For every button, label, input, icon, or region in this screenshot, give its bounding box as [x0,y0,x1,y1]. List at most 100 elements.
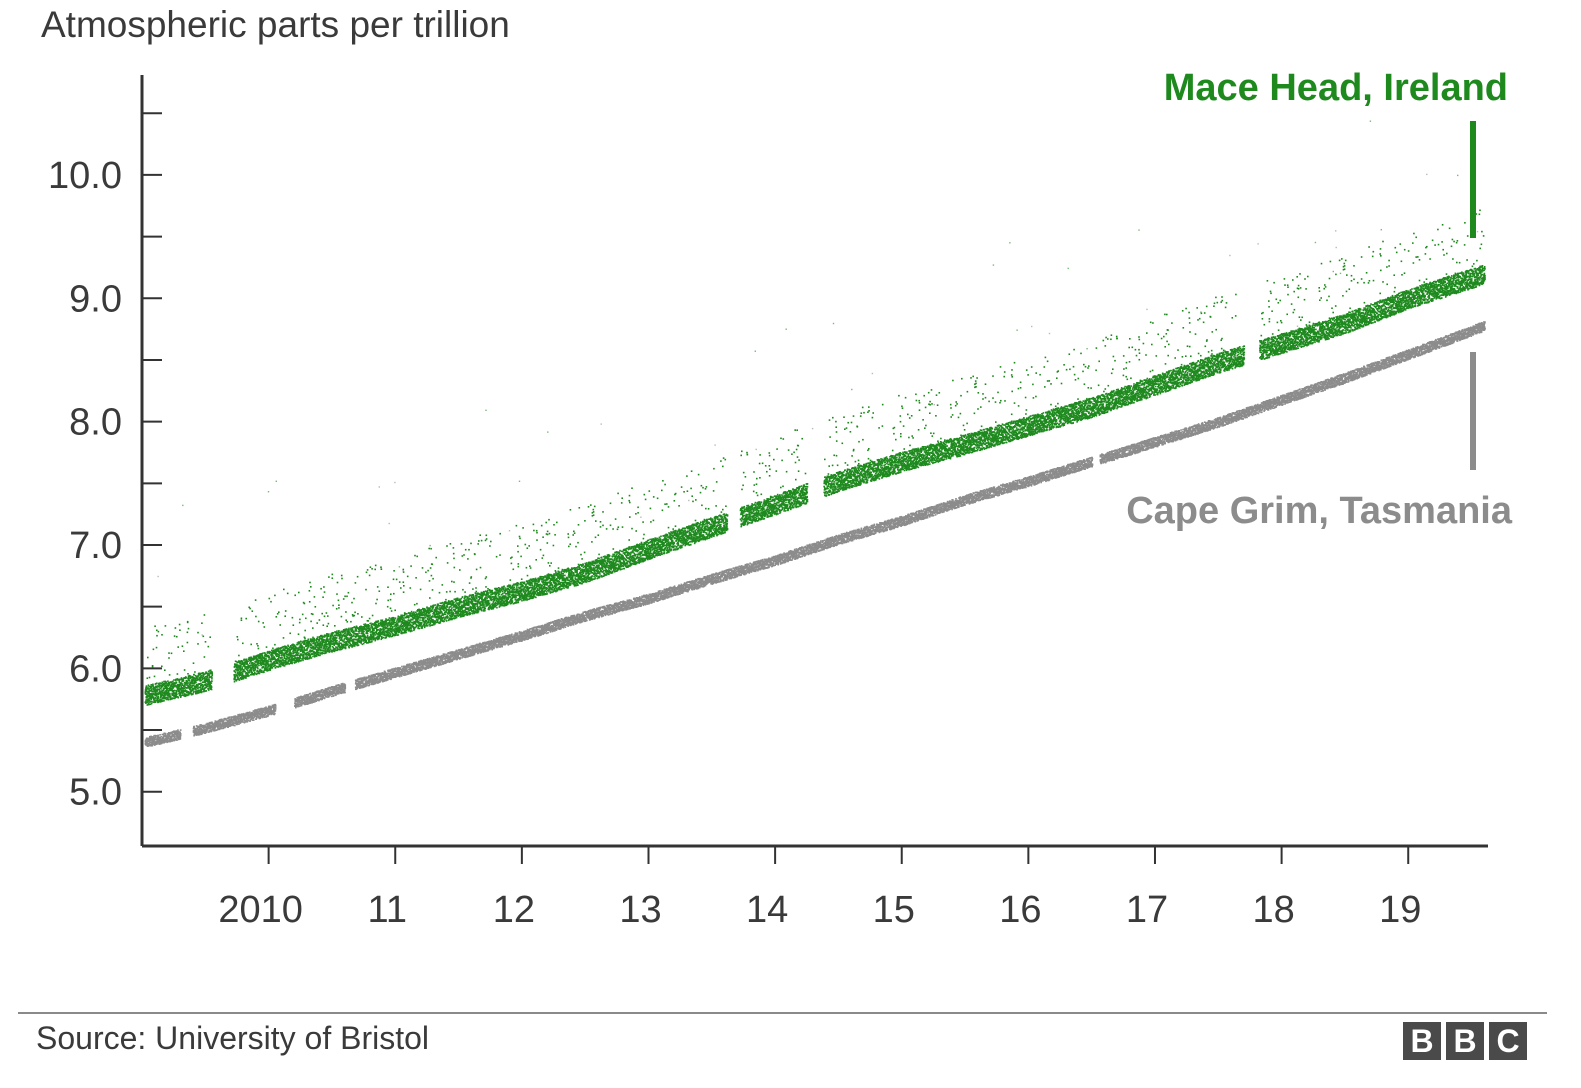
data-point [338,644,340,646]
data-point [247,670,249,672]
data-point [172,687,174,689]
data-point [245,618,247,620]
data-point [279,624,281,626]
data-point [181,683,183,685]
data-point [298,661,300,663]
data-point [156,635,158,637]
data-point [174,635,176,637]
data-point [378,638,380,640]
data-point [266,665,268,667]
data-point [237,672,239,674]
data-point [308,642,310,644]
data-point [326,612,328,614]
data-point [276,651,278,653]
data-point [266,646,268,648]
data-point [169,674,171,676]
data-point [179,624,181,626]
data-point [162,682,164,684]
data-point [197,632,199,634]
data-point [240,666,242,668]
data-point [336,635,338,637]
data-point [196,680,198,682]
data-point [338,643,340,645]
data-point [356,639,358,641]
data-point [381,636,383,638]
data-point [276,660,278,662]
data-point [187,632,189,634]
data-point [333,641,335,643]
data-point [176,682,178,684]
data-point [352,627,354,629]
data-point [235,676,237,678]
data-point [159,689,161,691]
data-point [291,652,293,654]
data-point [205,641,207,643]
data-point [242,643,244,645]
data-point [259,673,261,675]
data-point [345,648,347,650]
data-point [377,620,379,622]
data-point [284,650,286,652]
data-point [336,630,338,632]
data-point [156,683,158,685]
data-point [341,578,343,580]
data-point [153,649,155,651]
data-point [315,606,317,608]
data-point [208,671,210,673]
data-point [319,640,321,642]
data-point [304,630,306,632]
data-point [323,624,325,626]
data-point [275,667,277,669]
data-point [285,610,287,612]
data-point [370,633,372,635]
data-point [377,586,379,588]
data-point [355,582,357,584]
data-point [254,663,256,665]
data-point [202,681,204,683]
data-point [191,691,193,693]
data-point [208,689,210,691]
data-point [234,681,236,683]
data-point [319,655,321,657]
data-point [360,635,362,637]
data-point [192,690,194,692]
data-point [304,649,306,651]
data-point [247,662,249,664]
data-point [306,652,308,654]
data-point [211,678,213,680]
data-point [291,663,293,665]
data-point [378,623,380,625]
data-point [200,687,202,689]
data-point [257,666,259,668]
data-point [361,639,363,641]
data-point [305,618,307,620]
data-point [237,675,239,677]
data-point [354,612,356,614]
data-point [281,657,283,659]
data-point [201,679,203,681]
data-point [208,646,210,648]
data-point [304,643,306,645]
data-point [354,645,356,647]
data-point [249,608,251,610]
data-point [350,621,352,623]
data-point [261,670,263,672]
data-point [156,647,158,649]
data-point [167,680,169,682]
data-point [188,682,190,684]
data-point [334,625,336,627]
data-point [379,590,381,592]
data-point [179,681,181,683]
data-point [319,619,321,621]
data-point [304,603,306,605]
data-point [327,639,329,641]
data-point [263,671,265,673]
data-point [282,652,284,654]
data-point [321,647,323,649]
data-point [287,593,289,595]
data-point [295,650,297,652]
data-point [147,686,149,688]
data-point [211,680,213,682]
data-point [159,690,161,692]
data-point [242,666,244,668]
